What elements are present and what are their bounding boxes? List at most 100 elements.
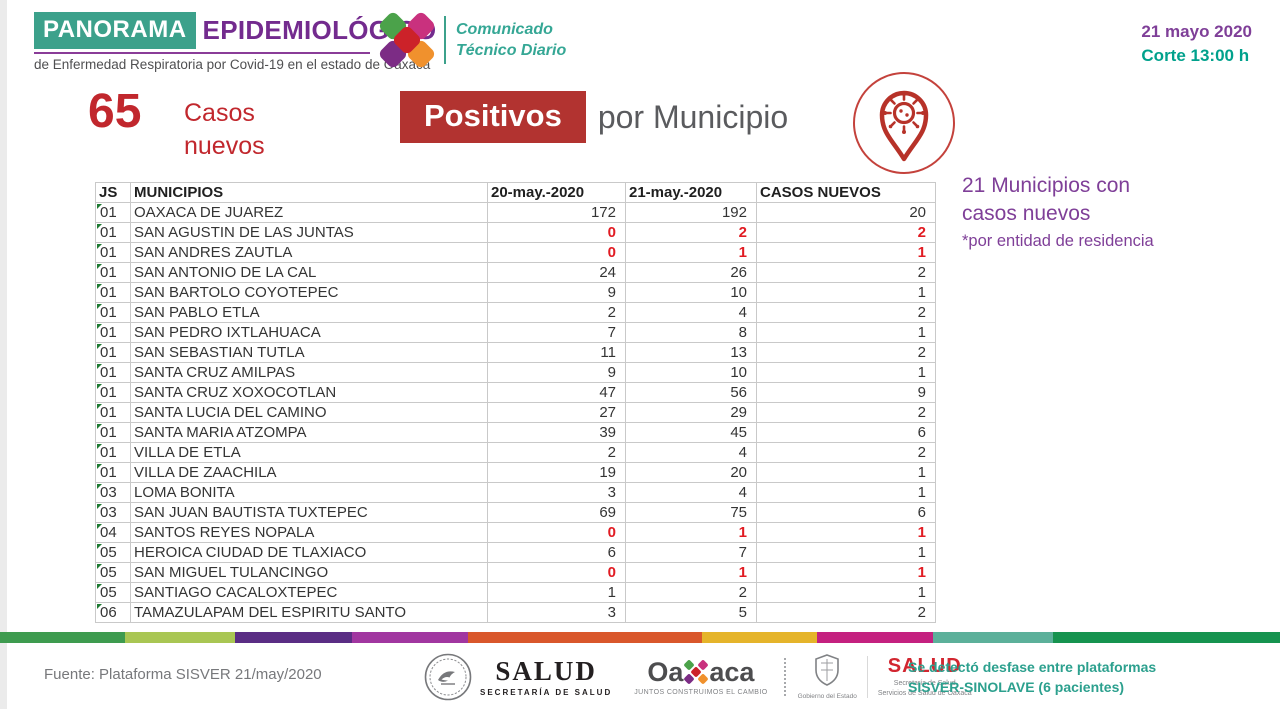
gobierno-estado-logo: Gobierno del Estado (798, 654, 857, 700)
cases-20may: 0 (487, 242, 626, 263)
page-title: Positivos por Municipio (400, 91, 788, 143)
cases-21may: 56 (625, 382, 757, 403)
cases-21may: 2 (625, 222, 757, 243)
municipio-name: SAN MIGUEL TULANCINGO (130, 562, 488, 583)
platform-mismatch-note: Se detectó desfase entre plataformas SIS… (908, 659, 1157, 695)
cases-20may: 3 (487, 482, 626, 503)
cases-20may: 2 (487, 442, 626, 463)
cases-21may: 26 (625, 262, 757, 283)
table-row: 01 SAN AGUSTIN DE LAS JUNTAS 0 2 2 (95, 222, 936, 243)
cases-21may: 13 (625, 342, 757, 363)
cases-20may: 0 (487, 562, 626, 583)
table-row: 01 SANTA CRUZ AMILPAS 9 10 1 (95, 362, 936, 383)
cases-nuevos: 1 (756, 542, 936, 563)
js-code: 03 (95, 502, 131, 523)
brand-panorama-label: PANORAMA (34, 12, 196, 49)
municipio-name: SAN BARTOLO COYOTEPEC (130, 282, 488, 303)
stripe-segment (235, 632, 352, 643)
report-date: 21 mayo 2020 (1141, 22, 1252, 41)
cases-nuevos: 9 (756, 382, 936, 403)
cases-nuevos: 1 (756, 562, 936, 583)
js-code: 01 (95, 282, 131, 303)
table-row: 01 SAN ANDRES ZAUTLA 0 1 1 (95, 242, 936, 263)
cases-21may: 8 (625, 322, 757, 343)
cases-20may: 9 (487, 362, 626, 383)
table-row: 01 VILLA DE ETLA 2 4 2 (95, 442, 936, 463)
cases-nuevos: 2 (756, 262, 936, 283)
table-row: 03 LOMA BONITA 3 4 1 (95, 482, 936, 503)
cases-20may: 11 (487, 342, 626, 363)
oaxaca-logo: Oa aca JUNTOS CONSTRUIMOS EL CAMBIO (634, 656, 768, 696)
table-header-row: JS MUNICIPIOS 20-may.-2020 21-may.-2020 … (95, 182, 936, 203)
eagle-seal-icon (424, 653, 472, 701)
municipio-name: SAN JUAN BAUTISTA TUXTEPEC (130, 502, 488, 523)
stripe-segment (702, 632, 817, 643)
stripe-segment (0, 632, 125, 643)
diamond-cluster-icon (379, 12, 435, 68)
table-row: 05 SAN MIGUEL TULANCINGO 0 1 1 (95, 562, 936, 583)
table-row: 01 SAN ANTONIO DE LA CAL 24 26 2 (95, 262, 936, 283)
cases-nuevos: 1 (756, 242, 936, 263)
col-casos-nuevos: CASOS NUEVOS (756, 182, 936, 203)
new-cases-count: 65 (88, 85, 142, 138)
residence-footnote: *por entidad de residencia (962, 231, 1154, 250)
col-js: JS (95, 182, 131, 203)
footer-logos: SALUD SECRETARÍA DE SALUD Oa aca JUNTOS … (424, 648, 972, 706)
cases-nuevos: 2 (756, 402, 936, 423)
por-municipio-label: por Municipio (597, 98, 789, 135)
positivos-highlight: Positivos (400, 91, 586, 143)
virus-location-pin-icon (853, 72, 955, 174)
cases-21may: 1 (625, 522, 757, 543)
cases-nuevos: 1 (756, 522, 936, 543)
js-code: 06 (95, 602, 131, 623)
municipio-name: SANTA LUCIA DEL CAMINO (130, 402, 488, 423)
municipio-name: SAN ANTONIO DE LA CAL (130, 262, 488, 283)
municipio-name: OAXACA DE JUAREZ (130, 202, 488, 223)
cases-20may: 1 (487, 582, 626, 603)
js-code: 01 (95, 222, 131, 243)
table-row: 01 VILLA DE ZAACHILA 19 20 1 (95, 462, 936, 483)
js-code: 01 (95, 402, 131, 423)
col-20may: 20-may.-2020 (487, 182, 626, 203)
cases-nuevos: 2 (756, 602, 936, 623)
js-code: 01 (95, 442, 131, 463)
cases-nuevos: 20 (756, 202, 936, 223)
js-code: 01 (95, 342, 131, 363)
cases-nuevos: 2 (756, 442, 936, 463)
municipio-name: SANTA MARIA ATZOMPA (130, 422, 488, 443)
cases-nuevos: 2 (756, 342, 936, 363)
js-code: 01 (95, 322, 131, 343)
cases-21may: 4 (625, 302, 757, 323)
cases-20may: 69 (487, 502, 626, 523)
cases-nuevos: 1 (756, 482, 936, 503)
js-code: 01 (95, 242, 131, 263)
cases-20may: 172 (487, 202, 626, 223)
cases-20may: 47 (487, 382, 626, 403)
cases-20may: 7 (487, 322, 626, 343)
col-municipios: MUNICIPIOS (130, 182, 488, 203)
cases-nuevos: 1 (756, 582, 936, 603)
cases-20may: 39 (487, 422, 626, 443)
table-row: 01 SAN SEBASTIAN TUTLA 11 13 2 (95, 342, 936, 363)
table-row: 01 SANTA LUCIA DEL CAMINO 27 29 2 (95, 402, 936, 423)
municipio-name: VILLA DE ETLA (130, 442, 488, 463)
page-left-edge (0, 0, 7, 709)
cases-20may: 9 (487, 282, 626, 303)
cases-21may: 10 (625, 362, 757, 383)
table-row: 01 SANTA MARIA ATZOMPA 39 45 6 (95, 422, 936, 443)
municipio-name: SANTA CRUZ XOXOCOTLAN (130, 382, 488, 403)
cases-21may: 192 (625, 202, 757, 223)
table-row: 01 SANTA CRUZ XOXOCOTLAN 47 56 9 (95, 382, 936, 403)
stripe-segment (352, 632, 468, 643)
js-code: 01 (95, 382, 131, 403)
js-code: 03 (95, 482, 131, 503)
cases-nuevos: 1 (756, 462, 936, 483)
new-cases-label: Casos nuevos (184, 99, 265, 160)
js-code: 01 (95, 302, 131, 323)
salud-oaxaca-logo: SALUD Secretaría de Salud Servicios de S… (866, 656, 972, 698)
js-code: 05 (95, 582, 131, 603)
oaxaca-x-diamonds-icon (684, 660, 709, 684)
cases-nuevos: 1 (756, 362, 936, 383)
municipio-name: LOMA BONITA (130, 482, 488, 503)
cases-nuevos: 6 (756, 502, 936, 523)
